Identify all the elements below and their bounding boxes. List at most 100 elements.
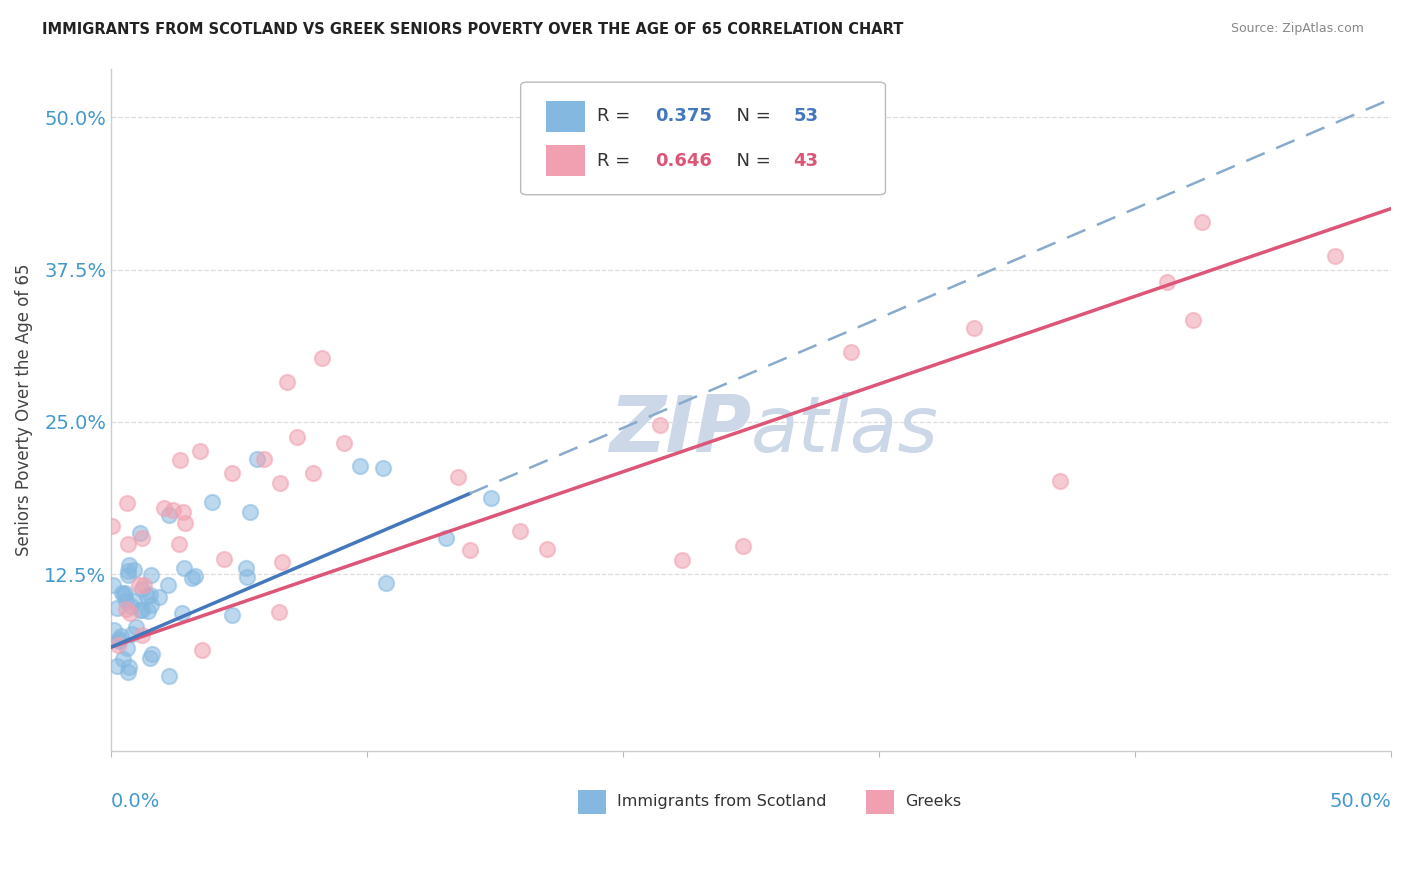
Point [1191,214,1213,228]
Point [131,582,153,597]
Point [839,344,862,359]
Text: 43: 43 [793,152,818,169]
Text: 53: 53 [793,107,818,125]
Point [221,608,243,623]
Point [963,321,986,335]
Point [276,376,298,390]
Point [101,518,124,533]
Point [148,590,170,604]
Point [129,603,152,617]
Text: ZIP: ZIP [609,392,751,468]
Point [129,525,152,540]
Point [118,660,141,674]
Point [121,627,143,641]
Point [117,568,139,582]
Point [105,600,128,615]
Point [239,505,262,519]
Point [375,575,398,590]
Text: Source: ZipAtlas.com: Source: ZipAtlas.com [1230,22,1364,36]
Point [301,467,323,481]
Point [188,443,211,458]
Point [172,607,194,621]
Point [162,503,184,517]
Point [120,599,142,614]
Point [349,459,371,474]
Point [114,586,136,600]
Point [115,594,138,608]
Point [117,665,139,680]
Point [236,570,259,584]
Point [246,452,269,467]
Point [373,460,395,475]
Point [180,571,202,585]
Point [152,501,174,516]
Point [253,451,276,466]
Point [139,588,162,602]
Point [117,558,139,572]
Text: 0.0%: 0.0% [111,791,160,811]
Text: R =: R = [598,107,637,125]
Point [115,640,138,655]
Point [434,531,457,545]
Point [1324,249,1347,263]
Point [731,540,754,554]
Point [509,524,531,538]
Point [112,652,135,666]
Point [479,491,502,506]
Point [135,589,157,603]
Bar [866,789,894,814]
Point [108,633,131,648]
Point [173,561,195,575]
Point [114,602,136,616]
Point [221,467,243,481]
Point [131,628,153,642]
Text: 0.646: 0.646 [655,152,711,169]
Point [157,508,180,522]
Text: 50.0%: 50.0% [1329,791,1391,811]
Text: N =: N = [725,152,778,169]
Point [269,475,291,490]
Point [118,606,141,620]
Point [124,594,146,608]
Point [212,552,235,566]
Point [172,505,194,519]
Point [167,537,190,551]
Point [285,430,308,444]
Point [271,555,294,569]
Point [267,606,290,620]
Point [157,668,180,682]
Point [108,632,131,646]
Point [136,604,159,618]
Point [536,541,558,556]
Point [139,651,162,665]
Text: R =: R = [598,152,637,169]
Point [101,577,124,591]
Point [103,624,125,638]
Point [131,603,153,617]
Text: N =: N = [725,107,778,125]
Point [139,598,162,612]
Point [169,453,191,467]
Point [110,629,132,643]
Point [447,469,470,483]
Y-axis label: Seniors Poverty Over the Age of 65: Seniors Poverty Over the Age of 65 [15,263,32,556]
Point [128,578,150,592]
Point [112,588,135,602]
Point [115,496,138,510]
Point [1049,474,1071,488]
Point [235,561,257,575]
Point [1156,275,1178,289]
Point [134,578,156,592]
Text: Greeks: Greeks [904,795,960,809]
FancyBboxPatch shape [520,82,886,194]
Point [311,351,333,366]
Point [107,638,129,652]
Point [141,647,163,661]
Point [1181,312,1204,326]
Text: IMMIGRANTS FROM SCOTLAND VS GREEK SENIORS POVERTY OVER THE AGE OF 65 CORRELATION: IMMIGRANTS FROM SCOTLAND VS GREEK SENIOR… [42,22,904,37]
Point [201,494,224,508]
Point [671,553,693,567]
Point [190,643,212,657]
Point [105,659,128,673]
Point [117,537,139,551]
